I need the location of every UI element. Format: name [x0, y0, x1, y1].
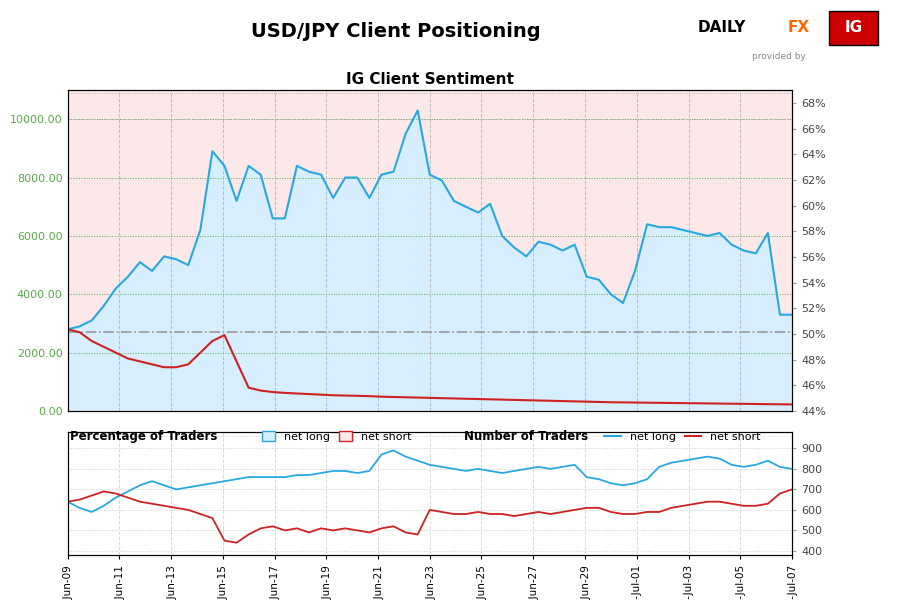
FancyBboxPatch shape [829, 11, 878, 45]
Legend: net long, net short: net long, net short [262, 431, 412, 442]
Text: USD/JPY Client Positioning: USD/JPY Client Positioning [251, 22, 541, 41]
Text: IG: IG [844, 20, 862, 35]
Text: Number of Traders: Number of Traders [464, 430, 588, 443]
Title: IG Client Sentiment: IG Client Sentiment [346, 73, 514, 88]
Text: FX: FX [788, 20, 810, 35]
Text: provided by: provided by [752, 52, 806, 61]
Text: DAILY: DAILY [698, 20, 746, 35]
Legend: net long, net short: net long, net short [604, 432, 760, 442]
Text: Percentage of Traders: Percentage of Traders [70, 430, 218, 443]
